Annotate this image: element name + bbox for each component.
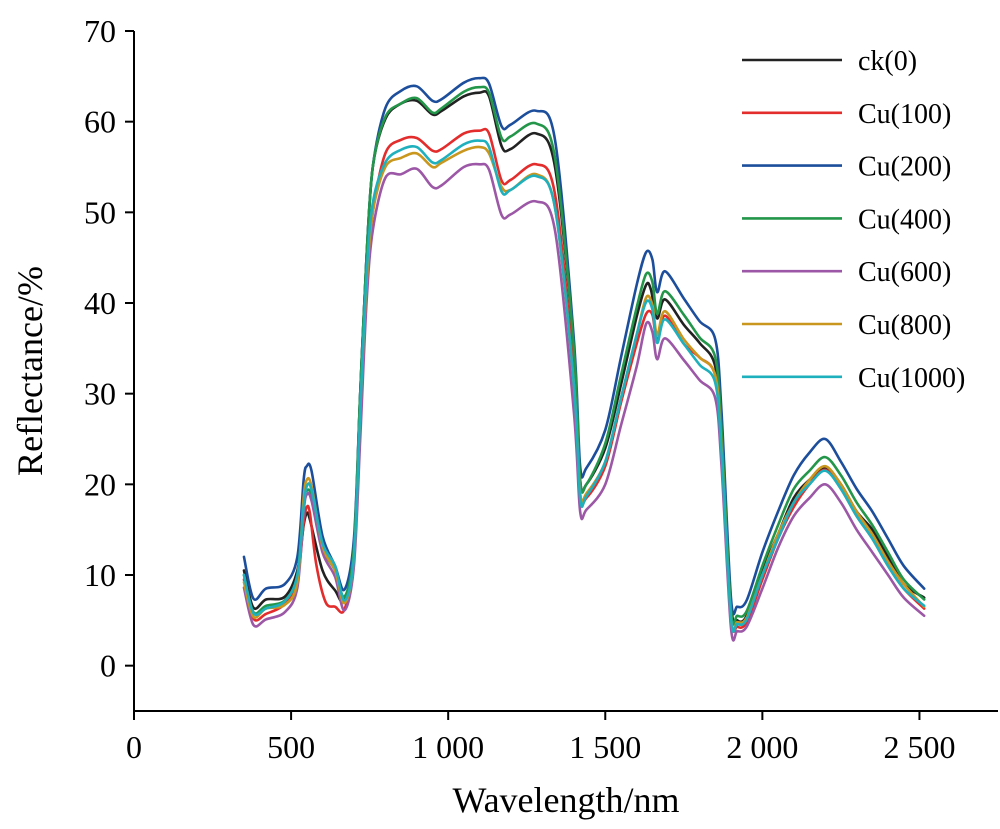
y-axis-title: Reflectance/% [10, 266, 50, 476]
legend-item: Cu(100) [742, 99, 951, 130]
legend-label: Cu(400) [858, 204, 951, 235]
y-tick-label: 20 [84, 466, 116, 502]
y-tick-label: 70 [84, 13, 116, 49]
x-axis-title: Wavelength/nm [452, 780, 679, 820]
y-tick-label: 10 [84, 557, 116, 593]
legend-item: Cu(600) [742, 257, 951, 288]
y-tick-label: 60 [84, 104, 116, 140]
legend-label: Cu(200) [858, 152, 951, 183]
y-tick-label: 50 [84, 194, 116, 230]
series-layer [242, 76, 926, 642]
legend-label: Cu(600) [858, 257, 951, 288]
series-line-cu-200 [242, 76, 926, 616]
x-tick-label: 1 000 [412, 729, 484, 765]
legend-label: Cu(100) [858, 99, 951, 130]
legend: ck(0) Cu(100) Cu(200) Cu(400) Cu(600) Cu(800)… [742, 46, 965, 394]
legend-item: Cu(800) [742, 310, 951, 341]
series-line-cu-400 [242, 85, 926, 626]
legend-label: ck(0) [858, 46, 917, 77]
ticks-layer: 0 10 20 30 40 50 60 70 0 500 1 000 1 500 2 000 2 500 [84, 13, 955, 765]
legend-item: Cu(200) [742, 152, 951, 183]
legend-item: ck(0) [742, 46, 917, 77]
series-line-cu-600 [242, 162, 926, 642]
x-tick-label: 1 500 [569, 729, 641, 765]
y-tick-label: 40 [84, 285, 116, 321]
x-tick-label: 500 [267, 729, 315, 765]
series-line-ck-0 [242, 89, 926, 624]
x-tick-label: 0 [126, 729, 142, 765]
legend-item: Cu(1000) [742, 363, 965, 394]
legend-label: Cu(800) [858, 310, 951, 341]
legend-item: Cu(400) [742, 204, 951, 235]
axes-layer [133, 31, 998, 712]
y-tick-label: 30 [84, 376, 116, 412]
series-line-cu-1000 [242, 139, 926, 633]
y-tick-label: 0 [100, 648, 116, 684]
x-tick-label: 2 500 [883, 729, 955, 765]
x-tick-label: 2 000 [726, 729, 798, 765]
legend-label: Cu(1000) [858, 363, 965, 394]
series-line-cu-100 [242, 127, 926, 633]
